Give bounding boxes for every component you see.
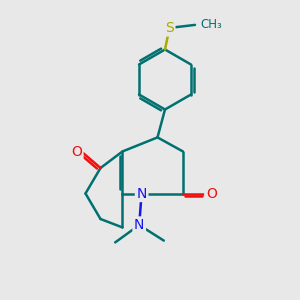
Text: O: O	[71, 145, 82, 158]
Text: S: S	[165, 21, 174, 35]
Text: N: N	[136, 187, 147, 200]
Text: O: O	[206, 187, 217, 200]
Text: N: N	[134, 218, 144, 232]
Text: CH₃: CH₃	[200, 18, 222, 32]
